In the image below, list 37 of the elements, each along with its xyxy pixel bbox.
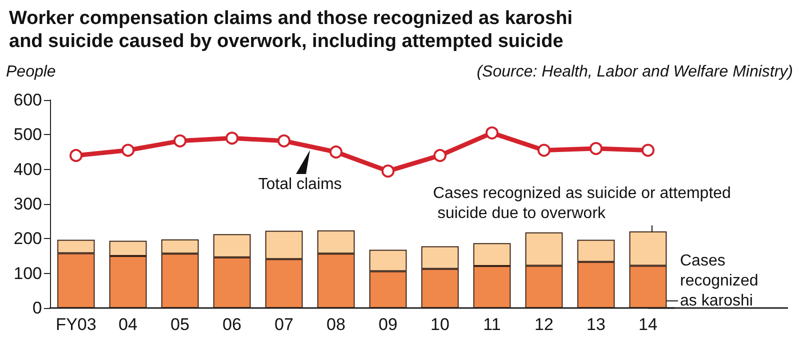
point [278, 134, 290, 148]
x-tick-label: 14 [638, 315, 658, 334]
point [590, 142, 602, 156]
point [486, 126, 498, 140]
point [642, 144, 654, 157]
x-tick-label: 11 [483, 315, 501, 334]
point [122, 144, 134, 157]
point [382, 164, 394, 178]
chart-title: Worker compensation claims and those recognized as karoshi and suicide caused by overwork, including attempted suicide [9, 8, 572, 52]
point [70, 148, 82, 162]
y-tick-label: 200 [14, 229, 42, 248]
point [174, 134, 186, 148]
point [226, 132, 238, 145]
x-tick-label: 04 [118, 315, 138, 334]
point [538, 144, 550, 157]
x-tick-label: 05 [170, 315, 190, 334]
point [434, 148, 446, 162]
series-label: Cases recognized as suicide or attempted suicide due to overwork [433, 184, 731, 222]
y-tick-label: 300 [14, 194, 42, 214]
text: (Source: Health, Labor and Welfare Ministry) [476, 64, 793, 80]
point [330, 146, 342, 158]
x-tick-label: FY03 [56, 315, 96, 334]
x-tick-label: 12 [534, 315, 554, 334]
x-tick-label: 06 [222, 315, 242, 334]
y-axis-title: People [6, 64, 56, 80]
y-tick-label: 0 [32, 298, 42, 318]
y-tick-label: 600 [14, 90, 42, 110]
series-label: Total claims [258, 176, 342, 193]
x-tick-label: 13 [586, 315, 606, 334]
x-tick-label: 07 [274, 315, 294, 334]
y-tick-label: 100 [14, 264, 42, 283]
y-tick-label: 400 [14, 160, 42, 179]
y-tick-label: 500 [14, 125, 42, 144]
x-tick-label: 09 [378, 315, 398, 334]
series-label: Cases recognized as karoshi [680, 252, 763, 310]
x-tick-label: 08 [326, 315, 346, 334]
x-tick-label: 10 [430, 315, 450, 334]
